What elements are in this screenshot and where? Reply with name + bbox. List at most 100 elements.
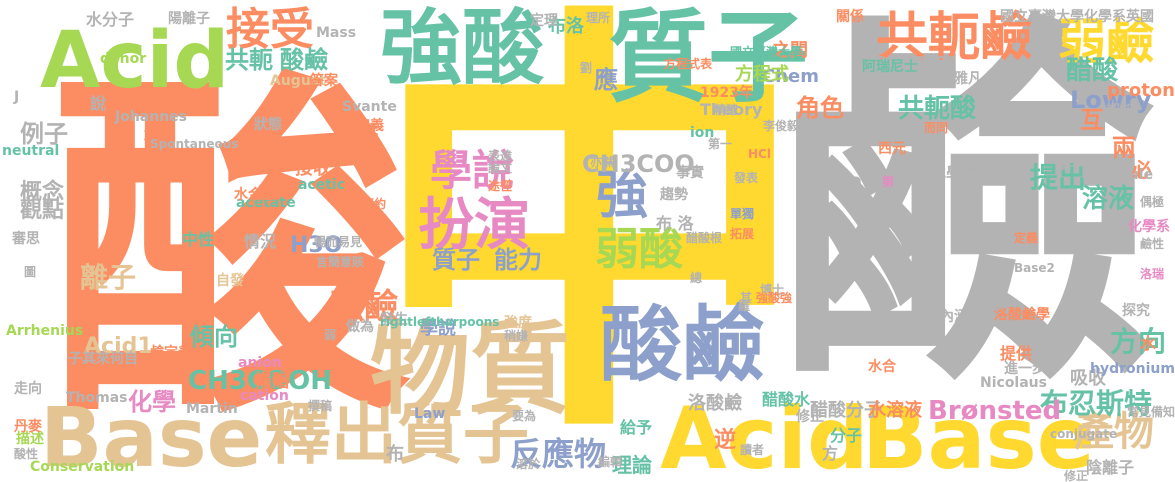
word-129: 洛酸鹼學	[994, 307, 1050, 323]
word-181: 修正	[1064, 469, 1089, 482]
word-111: Conservation	[30, 459, 135, 475]
word-173: 不約	[362, 197, 387, 211]
word-130: 內涵	[940, 309, 968, 325]
word-68: Theory	[700, 100, 763, 119]
word-169: Base2	[1014, 261, 1055, 275]
word-35: 例子	[20, 120, 68, 148]
word-31: 布忍斯特	[1040, 387, 1153, 420]
word-137: 自發	[216, 273, 244, 289]
word-65: acceptor	[876, 50, 955, 69]
word-81: H2O	[828, 175, 862, 191]
word-146: 酸性	[14, 447, 39, 461]
word-82: 互	[1080, 106, 1104, 134]
word-90: Arrhenius	[6, 323, 84, 339]
word-153: 強酸強	[756, 291, 793, 305]
word-69: ion	[690, 125, 715, 141]
word-3: Acid	[40, 16, 230, 106]
word-80: acetate	[236, 195, 296, 211]
word-120: 酸定義	[342, 118, 384, 134]
word-127: 洛瑞	[1140, 267, 1165, 281]
word-22: CH3COO	[582, 150, 695, 178]
word-143: 走向	[14, 381, 42, 397]
word-98: Nicolaus	[980, 375, 1047, 391]
word-148: 子其來何自	[68, 351, 138, 367]
word-54: 定理	[530, 13, 558, 29]
word-117: 趨勢	[660, 187, 688, 203]
word-16: 扮演	[418, 193, 530, 258]
word-132: 鹼性	[1140, 237, 1165, 251]
word-43: 溶液	[1082, 184, 1135, 214]
word-64: 之間	[772, 40, 808, 61]
word-161: conjugate	[1050, 427, 1118, 441]
word-136: 相近	[152, 169, 180, 185]
word-36: 離子	[80, 261, 137, 294]
word-114: 布	[386, 444, 404, 465]
word-23: 共軛	[225, 46, 273, 74]
word-186: 總	[690, 271, 703, 285]
word-142: 審思	[12, 231, 40, 247]
word-107: cation	[240, 388, 289, 404]
word-171: 暢而易見	[314, 235, 363, 249]
word-58: 英國	[1126, 9, 1154, 25]
word-26: 反應物	[510, 435, 607, 473]
word-123: 阿瑞尼士	[862, 59, 918, 75]
word-126: 化學系	[1128, 219, 1170, 235]
word-13: Acid	[660, 389, 869, 482]
word-121: Svante	[342, 99, 397, 115]
word-79: acetic	[298, 177, 346, 193]
word-40: 傾向	[190, 323, 238, 351]
word-109: 捐贈	[254, 371, 290, 392]
word-133: 值得	[1070, 233, 1098, 249]
word-104: hydronium	[1090, 361, 1175, 377]
word-56: 關係	[836, 9, 864, 25]
word-118: 布 洛	[656, 214, 694, 233]
word-135: 狀態	[254, 117, 282, 133]
word-66: 林雅凡	[940, 71, 982, 87]
word-124: 精確	[714, 103, 739, 117]
word-97: 分子	[830, 426, 863, 445]
word-93: 學說	[420, 318, 456, 339]
word-74: 概念	[20, 180, 65, 205]
word-41: H3O	[290, 233, 343, 258]
word-179: 結論	[980, 297, 1005, 311]
word-96: 逆	[714, 428, 737, 453]
word-59: 水分子	[86, 10, 135, 29]
word-102: 陰離子	[1086, 458, 1135, 477]
word-168: J	[14, 89, 20, 105]
word-162: 常見備知	[1126, 405, 1175, 419]
word-116: 事實	[676, 165, 704, 181]
word-67: 認知	[1106, 103, 1134, 119]
word-176: 要為	[512, 409, 537, 423]
word-140: 弱	[324, 328, 337, 342]
word-159: 編輯	[598, 455, 623, 469]
word-128: 探究	[1122, 303, 1150, 319]
word-49: 方程式	[735, 64, 789, 85]
word-62: August	[270, 73, 326, 89]
word-84: 必	[1132, 158, 1152, 182]
word-106: Martin	[186, 401, 238, 417]
word-156: 第	[882, 175, 895, 189]
word-125: 國立臺灣大學	[730, 45, 803, 59]
word-25: 強鹼	[330, 287, 398, 327]
word-175: 稍嫌	[504, 329, 529, 343]
word-72: 越	[144, 124, 161, 143]
word-87: 西元	[878, 141, 906, 157]
word-160: 讀者	[740, 443, 765, 457]
word-92: 發生	[380, 312, 408, 328]
word-38: CH3COOH	[188, 366, 332, 396]
word-177: 溶於	[516, 457, 541, 471]
word-138: 水合氫	[234, 187, 276, 203]
word-51: 布洛	[548, 16, 584, 37]
word-44: 醋酸分子	[810, 400, 882, 421]
word-30: Lowry	[1070, 86, 1152, 114]
word-55: 理所	[586, 11, 611, 25]
word-112: 醋酸水	[762, 390, 811, 409]
word-184: 質子	[1058, 159, 1083, 173]
word-15: 產物	[1074, 409, 1154, 455]
word-32: Brønsted	[928, 396, 1062, 426]
word-115: 方	[822, 444, 839, 463]
word-178: 劉	[580, 61, 593, 75]
word-183: 其	[740, 291, 753, 305]
word-45: 水溶液	[868, 400, 922, 421]
